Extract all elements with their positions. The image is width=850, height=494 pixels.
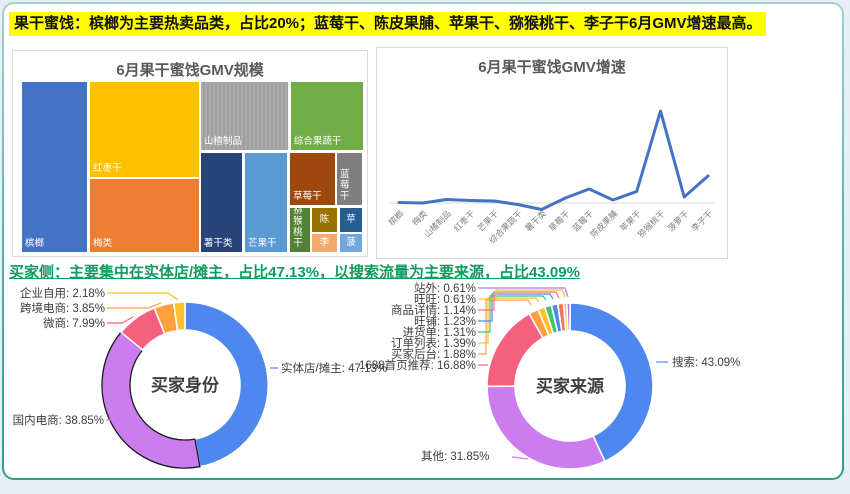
treemap-tile-label: 菠 xyxy=(346,236,356,248)
gmv-growth-line xyxy=(397,109,710,211)
buyer-identity-donut: 实体店/摊主: 47.13% 国内电商: 38.85% 微商: 7.99%跨境电商:… xyxy=(13,286,387,469)
donut-label: 微商: 7.99% xyxy=(43,316,105,330)
donut-slice[interactable] xyxy=(172,301,186,332)
treemap-tile-label: 李 xyxy=(319,236,330,248)
treemap-tile[interactable]: 综合果蔬干 xyxy=(290,82,363,150)
dashboard-frame: 果干蜜饯：槟榔为主要热卖品类，占比20%；蓝莓干、陈皮果脯、苹果干、猕猴桃干、李… xyxy=(2,2,844,480)
treemap-tile-label: 综合果蔬干 xyxy=(293,136,342,148)
donut-slice[interactable] xyxy=(184,301,269,468)
donut-slice[interactable] xyxy=(486,385,606,470)
donut-label: 1688首页推荐: 16.88% xyxy=(359,358,476,372)
treemap-tile-label: 芒果干 xyxy=(248,238,277,250)
donut-label: 旺铺: 1.23% xyxy=(414,315,476,328)
buyer-identity-center-title: 买家身份 xyxy=(151,375,220,395)
x-axis-label: 薯干类 xyxy=(523,208,548,233)
donut-label: 旺旺: 0.61% xyxy=(414,294,476,306)
treemap-title: 6月果干蜜饯GMV规模 xyxy=(116,62,264,79)
gmv-scale-panel: 6月果干蜜饯GMV规模 槟榔 红枣干梅类 山楂制品 综合果蔬干薯干类 芒果干 草莓干 蓝莓干… xyxy=(12,50,368,257)
headline-category-text: 果干蜜饯：槟榔为主要热卖品类，占比20%；蓝莓干、陈皮果脯、苹果干、猕猴桃干、李… xyxy=(9,12,766,36)
donut-label: 企业自用: 2.18% xyxy=(20,286,105,300)
treemap-tile[interactable]: 梅类 xyxy=(90,179,200,252)
donut-label: 买家后台: 1.88% xyxy=(391,347,476,361)
treemap-tile[interactable]: 芒果干 xyxy=(245,153,288,252)
donut-label-leader-line xyxy=(478,293,554,322)
donut-label-leader-line xyxy=(478,295,547,333)
gmv-growth-line-chart: 槟榔 梅类山楂制品红枣干芒果干综合果蔬干薯干类草莓干蓝莓干陈皮果脯苹果干猕猴桃干菠… xyxy=(386,109,715,245)
x-axis-label: 陈皮果脯 xyxy=(588,208,619,239)
donut-label-leader-line xyxy=(478,297,540,344)
treemap-tile-label: 陈 xyxy=(319,213,330,225)
donut-label-leader-line xyxy=(478,287,569,298)
donut-slice[interactable] xyxy=(101,331,201,469)
treemap-tile-label: 山楂制品 xyxy=(203,136,242,148)
treemap-tile[interactable]: 红枣干 xyxy=(90,82,200,177)
donut-slice[interactable] xyxy=(569,302,654,463)
headline-category-summary: 果干蜜饯：槟榔为主要热卖品类，占比20%；蓝莓干、陈皮果脯、苹果干、猕猴桃干、李… xyxy=(9,12,766,36)
treemap-tile-label: 草莓干 xyxy=(293,191,322,203)
treemap-tile-label: 红枣干 xyxy=(93,163,122,175)
donut-label-leader-line xyxy=(106,419,117,428)
x-axis-label: 草莓干 xyxy=(547,208,572,233)
treemap-tile-label: 蓝莓干 xyxy=(340,169,350,203)
gmv-growth-panel: 6月果干蜜饯GMV增速 槟榔 梅类 山楂制品 红枣干 芒果干 综合果蔬干 薯干类 草莓干 蓝莓干… xyxy=(376,47,728,259)
treemap-tile[interactable]: 菠 xyxy=(340,234,362,252)
treemap-tile-label: 槟榔 xyxy=(25,238,45,250)
donut-label: 订单列表: 1.39% xyxy=(391,336,476,350)
treemap-tile-label: 薯干类 xyxy=(203,238,233,250)
treemap-tile[interactable]: 陈 xyxy=(312,207,337,232)
x-axis-label: 猕猴桃干 xyxy=(636,208,667,239)
treemap-chart: 槟榔 红枣干梅类 山楂制品 综合果蔬干薯干类 芒果干 草莓干 蓝莓干猕猴桃干 陈李 苹菠 xyxy=(21,81,363,253)
donut-label: 国内电商: 38.85% xyxy=(13,413,104,427)
donut-label-leader-line xyxy=(478,289,566,300)
headline-buyer-summary: 买家侧：主要集中在实体店/摊主，占比47.13%，以搜索流量为主要来源，占比43… xyxy=(9,264,580,281)
treemap-tile[interactable]: 苹 xyxy=(340,207,362,232)
treemap-tile[interactable]: 山楂制品 xyxy=(200,82,288,150)
growth-title: 6月果干蜜饯GMV增速 xyxy=(478,59,626,76)
donut-label: 进货单: 1.31% xyxy=(403,325,477,339)
dashboard-canvas: 果干蜜饯：槟榔为主要热卖品类，占比20%；蓝莓干、陈皮果脯、苹果干、猕猴桃干、李… xyxy=(4,4,842,478)
treemap-tile[interactable]: 蓝莓干 xyxy=(337,153,362,205)
x-axis-label: 梅类 xyxy=(410,208,429,227)
treemap-tile[interactable]: 草莓干 xyxy=(290,153,336,205)
donut-label: 其他: 31.85% xyxy=(421,450,489,463)
x-axis-label: 槟榔 xyxy=(386,208,405,227)
donut-label-leader-line xyxy=(478,299,532,355)
treemap-tile[interactable]: 李 xyxy=(312,234,337,252)
donut-label-leader-line xyxy=(478,291,560,311)
treemap-tile-label: 猕猴桃干 xyxy=(293,207,303,250)
x-axis-label: 李子干 xyxy=(689,208,714,233)
donut-label-leader-line xyxy=(107,302,162,309)
donut-label-leader-line xyxy=(107,316,134,324)
buyer-source-center-title: 买家来源 xyxy=(536,376,604,396)
donut-label: 站外: 0.61% xyxy=(414,281,476,295)
x-axis-label: 红枣干 xyxy=(452,208,477,233)
donut-label: 商品详情: 1.14% xyxy=(391,303,476,317)
treemap-tile-label: 苹 xyxy=(346,213,356,225)
donut-label-leader-line xyxy=(107,292,179,301)
donut-label: 搜索: 43.09% xyxy=(672,355,740,369)
donut-label-leader-line xyxy=(511,456,529,460)
treemap-tile[interactable]: 槟榔 xyxy=(22,82,87,252)
donut-label: 实体店/摊主: 47.13% xyxy=(281,361,387,375)
donut-slice[interactable] xyxy=(565,302,571,332)
x-axis-label: 菠萝干 xyxy=(666,208,691,233)
donut-label: 跨境电商: 3.85% xyxy=(20,301,105,315)
treemap-tile-label: 梅类 xyxy=(93,238,113,250)
buyer-source-donut: 搜索: 43.09% 其他: 31.85% 1688首页推荐: 16.88%买家后台… xyxy=(359,281,740,470)
treemap-tile[interactable]: 薯干类 xyxy=(200,153,242,252)
buyer-donut-charts: 实体店/摊主: 47.13% 国内电商: 38.85% 微商: 7.99%跨境电商:… xyxy=(13,281,740,470)
treemap-tile[interactable]: 猕猴桃干 xyxy=(290,207,310,252)
